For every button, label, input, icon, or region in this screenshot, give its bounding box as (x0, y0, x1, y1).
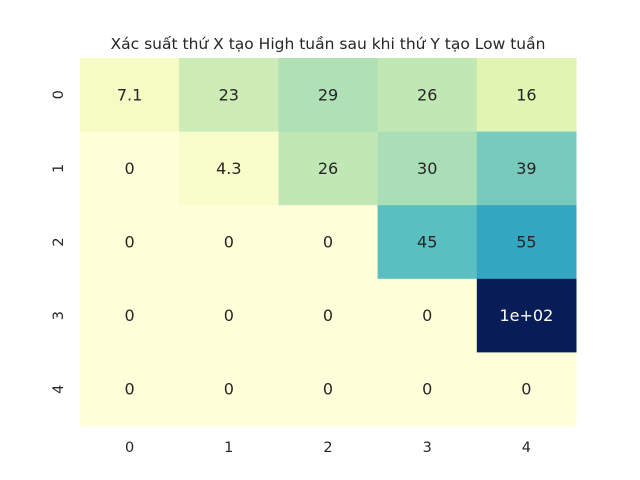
heatmap-cell-label: 23 (219, 85, 239, 104)
heatmap-cell (476, 205, 577, 280)
heatmap-cell (278, 131, 379, 206)
heatmap-cell (476, 58, 577, 133)
heatmap-cell (377, 278, 478, 353)
heatmap-cell (278, 352, 379, 427)
heatmap-cell (278, 278, 379, 353)
heatmap-cell-label: 39 (516, 159, 536, 178)
heatmap-cell-label: 0 (323, 380, 333, 399)
x-tick-label: 4 (522, 440, 531, 456)
heatmap-cell-label: 0 (224, 306, 234, 325)
heatmap-cell-label: 0 (125, 306, 135, 325)
heatmap-cell-label: 0 (224, 233, 234, 252)
heatmap-cell-label: 0 (125, 159, 135, 178)
heatmap-cell-label: 7.1 (117, 85, 142, 104)
heatmap-cells (80, 58, 577, 427)
heatmap-cell-label: 0 (125, 380, 135, 399)
x-axis-ticks: 0 1 2 3 4 (125, 440, 531, 456)
heatmap-cell-label: 1e+02 (500, 306, 554, 325)
heatmap-cell-label: 30 (417, 159, 437, 178)
heatmap-cell (179, 131, 279, 206)
y-tick-label: 2 (51, 237, 67, 246)
heatmap-cell (179, 205, 279, 280)
heatmap-cell-label: 0 (323, 306, 333, 325)
heatmap-cell (179, 58, 279, 133)
heatmap-cell (179, 278, 279, 353)
heatmap-cell (476, 352, 577, 427)
heatmap-cell-label: 29 (318, 85, 338, 104)
heatmap-cell (179, 352, 279, 427)
heatmap-cell-label: 55 (516, 233, 536, 252)
heatmap-cell-label: 0 (323, 233, 333, 252)
heatmap-cell (377, 131, 478, 206)
heatmap-cell-label: 16 (516, 85, 536, 104)
heatmap-cell-label: 0 (422, 380, 432, 399)
x-tick-label: 0 (125, 440, 134, 456)
x-tick-label: 3 (423, 440, 432, 456)
heatmap-cell-label: 45 (417, 233, 437, 252)
y-axis-ticks: 0 1 2 3 4 (51, 90, 67, 394)
heatmap-cell-label: 4.3 (216, 159, 241, 178)
heatmap-cell (80, 352, 180, 427)
heatmap-cell-label: 0 (224, 380, 234, 399)
heatmap-cell (476, 278, 577, 353)
heatmap-cell-label: 26 (417, 85, 437, 104)
y-tick-label: 4 (51, 385, 67, 394)
heatmap-cell-label: 0 (521, 380, 531, 399)
y-tick-label: 0 (51, 90, 67, 99)
y-tick-label: 3 (51, 311, 67, 320)
x-tick-label: 2 (323, 440, 332, 456)
heatmap-cell (377, 58, 478, 133)
heatmap-cell-labels: 7.1 23 29 26 16 0 4.3 26 30 39 0 0 0 45 55 0 0 0 0 1e+02 0 0 0… (117, 85, 553, 398)
heatmap-cell (80, 58, 180, 133)
x-tick-label: 1 (224, 440, 233, 456)
heatmap-cell (377, 352, 478, 427)
heatmap-cell (476, 131, 577, 206)
y-tick-label: 1 (51, 164, 67, 173)
heatmap-cell (80, 205, 180, 280)
heatmap-cell-label: 0 (422, 306, 432, 325)
chart-title: Xác suất thứ X tạo High tuần sau khi thứ… (111, 35, 546, 53)
heatmap-cell (278, 205, 379, 280)
heatmap-cell (80, 131, 180, 206)
heatmap-cell (80, 278, 180, 353)
heatmap-cell-label: 0 (125, 233, 135, 252)
heatmap-cell (278, 58, 379, 133)
heatmap-cell (377, 205, 478, 280)
heatmap-cell-label: 26 (318, 159, 338, 178)
